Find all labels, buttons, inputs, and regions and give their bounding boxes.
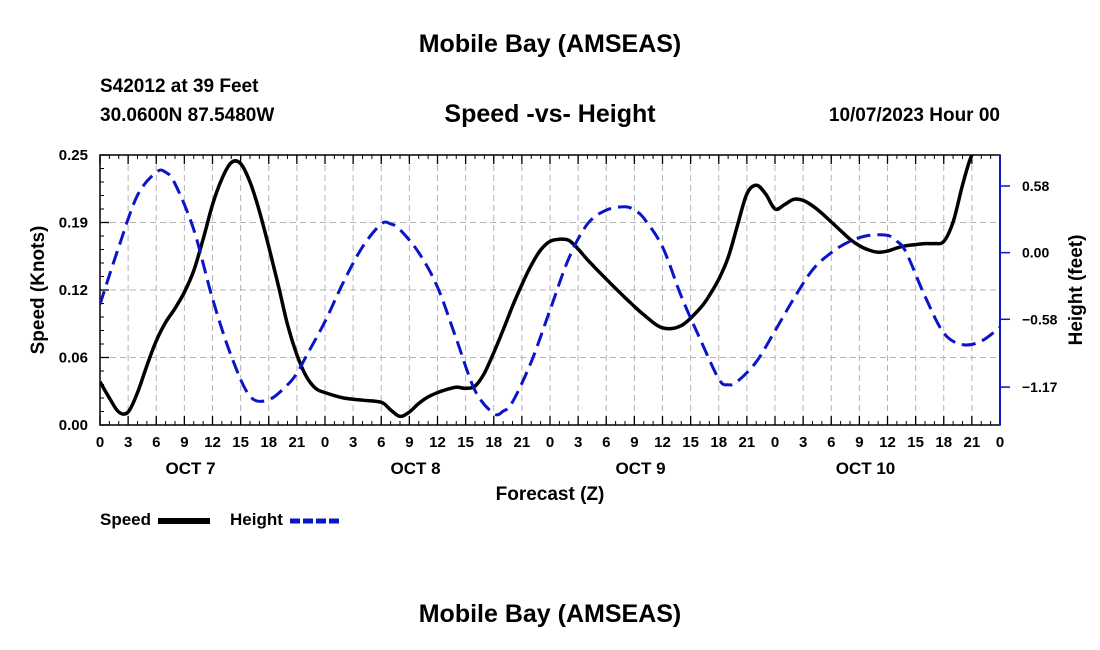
x-tick-label: 3	[799, 434, 807, 451]
x-tick-label: 15	[907, 434, 924, 451]
y-tick-label: 0.12	[59, 282, 88, 299]
x-tick-label: 15	[682, 434, 699, 451]
height-series-line	[100, 168, 1000, 417]
day-label: OCT 7	[165, 459, 215, 478]
x-tick-label: 0	[321, 434, 329, 451]
x-tick-label: 6	[377, 434, 385, 451]
x-tick-label: 0	[546, 434, 554, 451]
x-tick-label: 18	[260, 434, 277, 451]
legend-height-swatch	[289, 518, 342, 524]
y-axis-title: Speed (Knots)	[28, 226, 49, 355]
x-tick-label: 6	[152, 434, 160, 451]
x-axis-title: Forecast (Z)	[496, 484, 605, 505]
y2-tick-label: 0.00	[1022, 245, 1049, 261]
x-tick-label: 18	[710, 434, 727, 451]
y2-tick-label: −0.58	[1022, 311, 1058, 327]
x-tick-label: 15	[232, 434, 249, 451]
y2-tick-label: 0.58	[1022, 178, 1049, 194]
x-tick-label: 0	[771, 434, 779, 451]
x-tick-label: 12	[204, 434, 221, 451]
x-tick-label: 15	[457, 434, 474, 451]
y-tick-label: 0.06	[59, 350, 88, 367]
day-label: OCT 8	[390, 459, 440, 478]
x-tick-label: 12	[654, 434, 671, 451]
station-label: S42012 at 39 Feet	[100, 76, 259, 97]
legend-height-label: Height	[230, 510, 283, 529]
x-tick-label: 12	[429, 434, 446, 451]
chart: 0 3 6 9 12 15 18 21 0 3 6 9 12 15 18 21 0 3 6 9 12 15 18 21 0 3 6 9…	[28, 147, 1087, 505]
y-tick-label: 0.25	[59, 147, 88, 164]
x-tick-label: 9	[855, 434, 863, 451]
x-tick-label: 21	[289, 434, 306, 451]
chart-subtitle: Speed -vs- Height	[444, 100, 656, 128]
x-tick-label: 21	[514, 434, 531, 451]
legend-speed: Speed	[100, 510, 210, 530]
x-tick-label: 18	[935, 434, 952, 451]
x-tick-label: 3	[349, 434, 357, 451]
x-tick-label: 9	[180, 434, 188, 451]
x-tick-label: 6	[827, 434, 835, 451]
day-label: OCT 9	[615, 459, 665, 478]
speed-series-line	[100, 155, 974, 419]
x-tick-label: 3	[574, 434, 582, 451]
legend-speed-swatch	[157, 517, 210, 524]
x-tick-label: 0	[996, 434, 1004, 451]
x-tick-label: 12	[879, 434, 896, 451]
page-title: Mobile Bay (AMSEAS)	[418, 30, 682, 58]
y2-axis-title: Height (feet)	[1066, 235, 1087, 346]
x-tick-label: 9	[405, 434, 413, 451]
legend-speed-label: Speed	[100, 510, 152, 529]
y2-tick-label: −1.17	[1022, 379, 1058, 395]
x-tick-label: 6	[602, 434, 610, 451]
station-coordinates: 30.0600N 87.5480W	[100, 105, 275, 126]
x-tick-label: 9	[630, 434, 638, 451]
y-tick-label: 0.19	[59, 215, 88, 232]
y-tick-label: 0.00	[59, 417, 88, 434]
x-tick-label: 3	[124, 434, 132, 451]
forecast-datetime: 10/07/2023 Hour 00	[828, 105, 1000, 126]
footer-title: Mobile Bay (AMSEAS)	[418, 600, 682, 628]
legend-height: Height	[230, 510, 342, 530]
x-tick-label: 21	[739, 434, 756, 451]
day-label: OCT 10	[836, 459, 896, 478]
x-tick-label: 18	[485, 434, 502, 451]
x-tick-label: 21	[964, 434, 981, 451]
x-tick-label: 0	[96, 434, 104, 451]
